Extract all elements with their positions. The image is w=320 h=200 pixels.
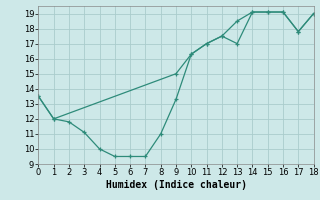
X-axis label: Humidex (Indice chaleur): Humidex (Indice chaleur) xyxy=(106,180,246,190)
